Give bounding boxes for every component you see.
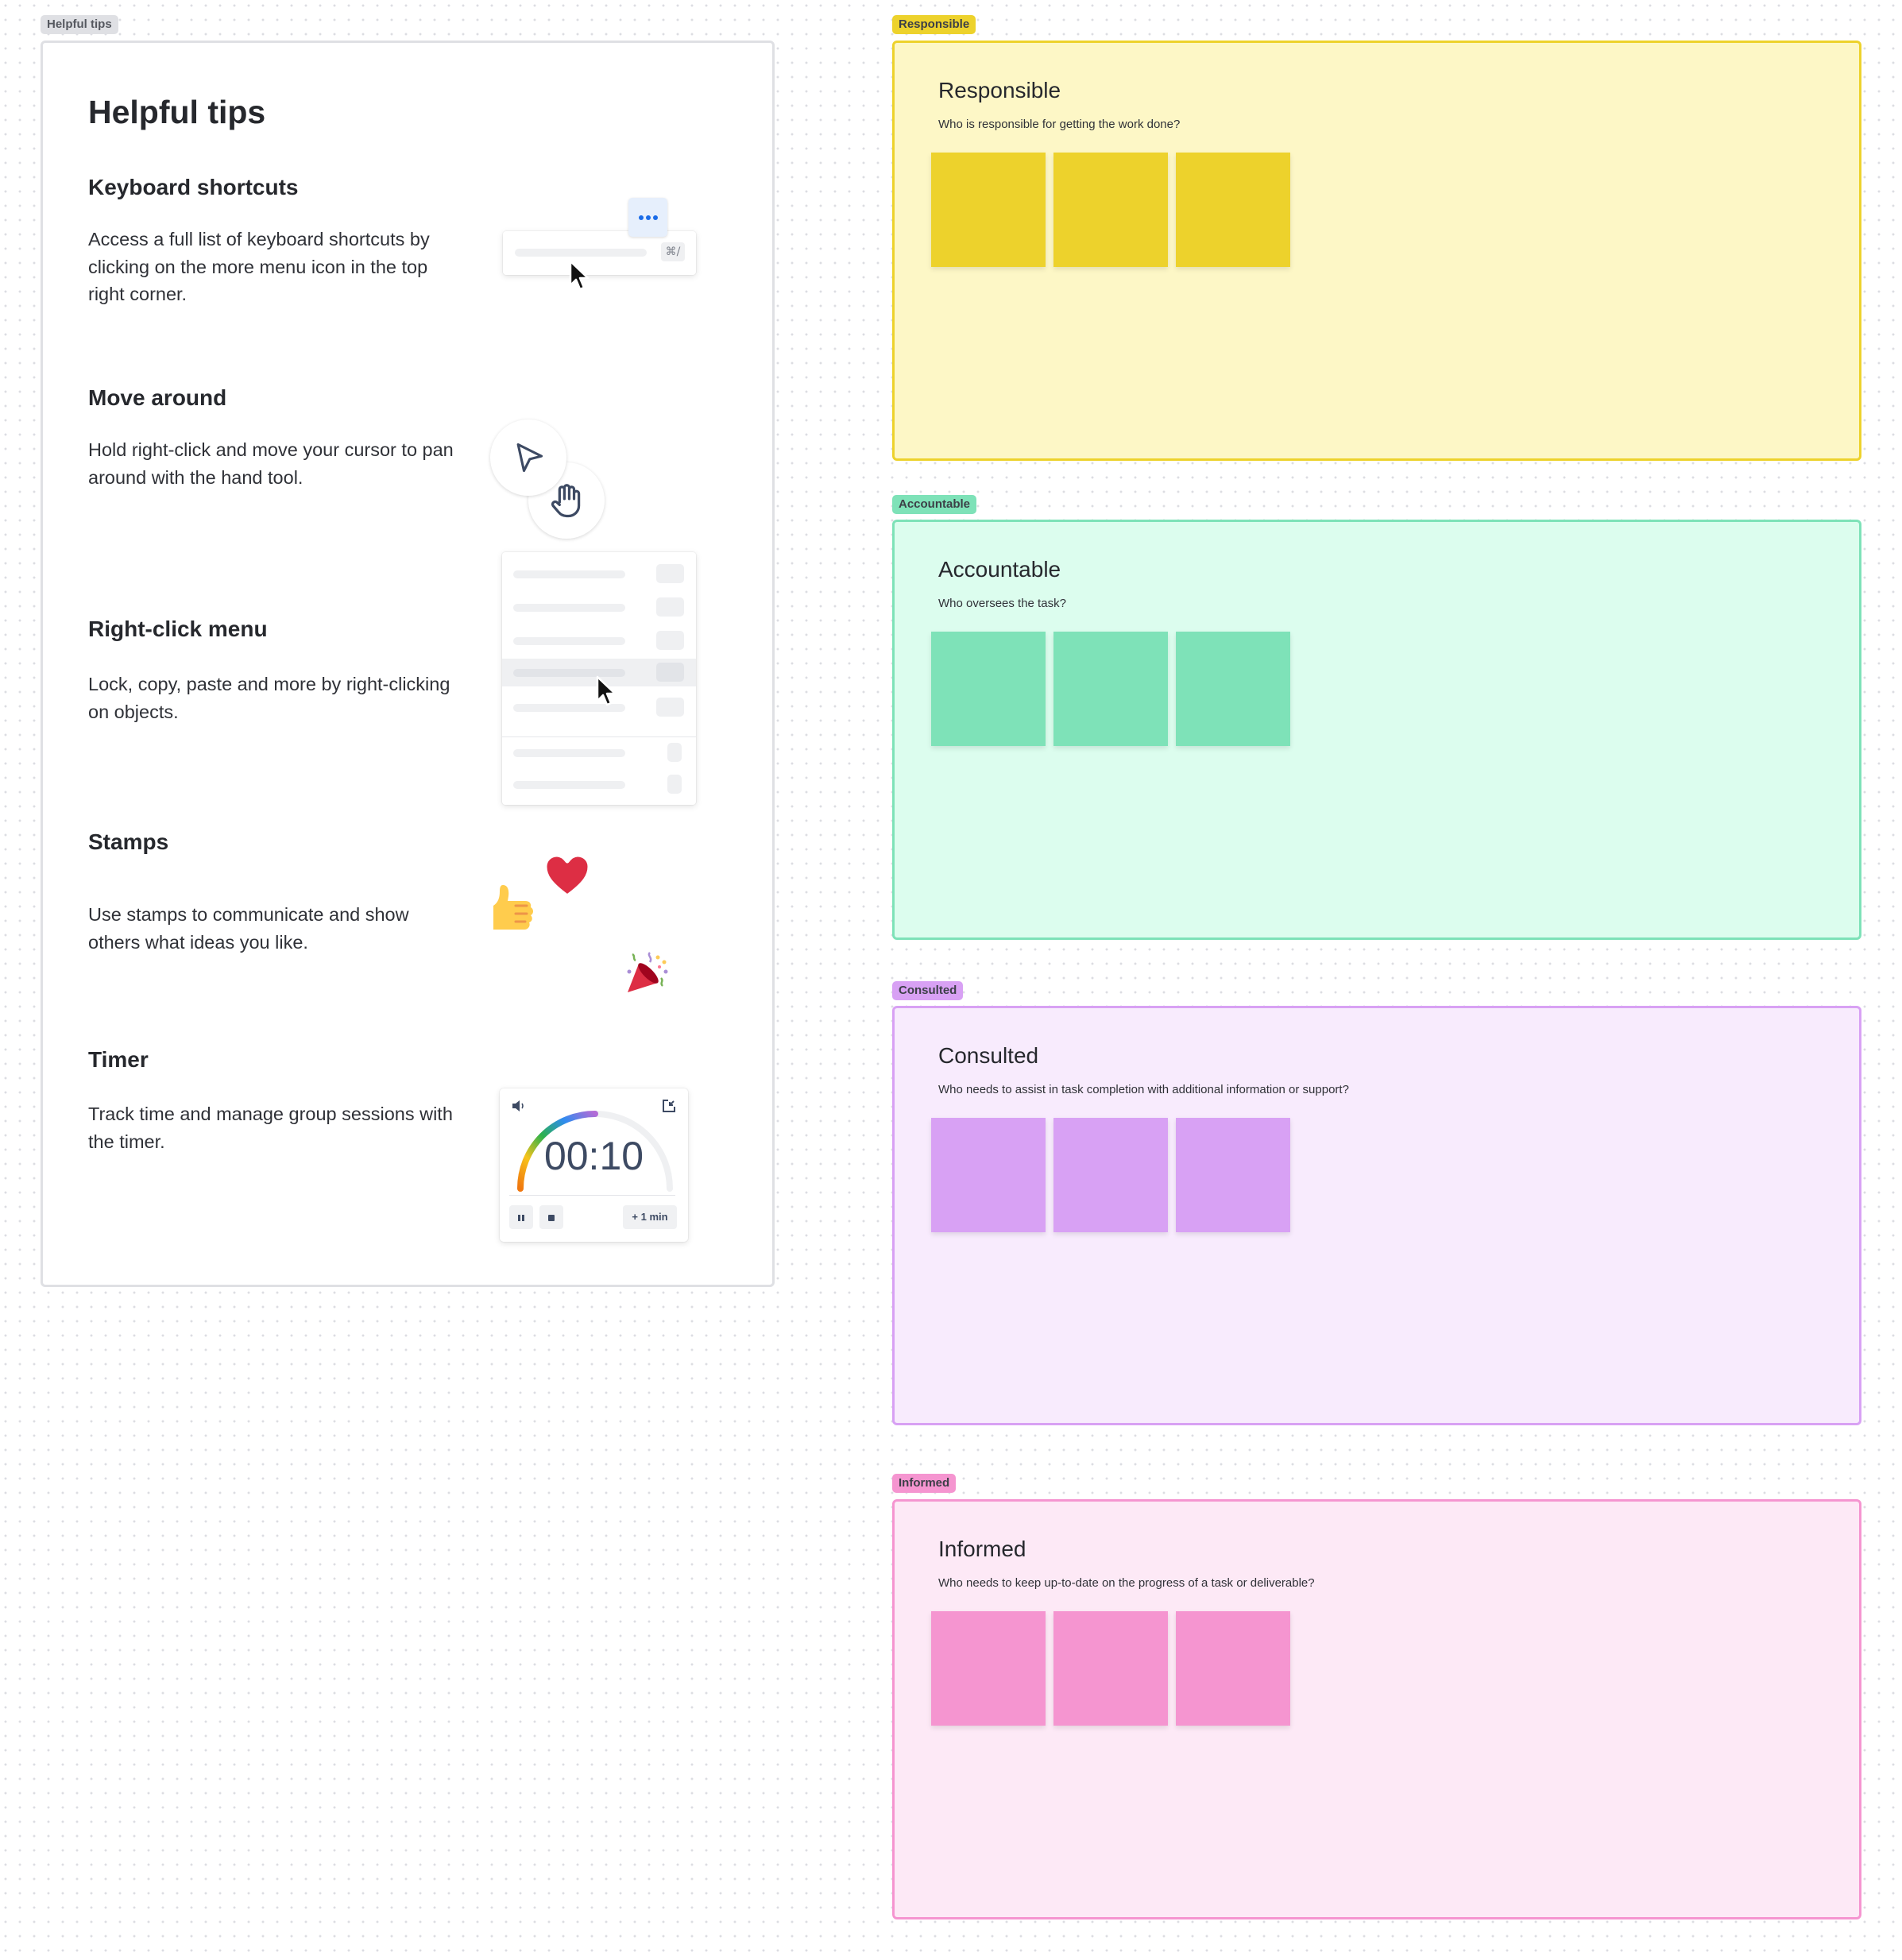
frame-label-responsible[interactable]: Responsible [892, 15, 976, 34]
party-popper-stamp-icon [623, 949, 672, 999]
frame-question: Who oversees the task? [938, 597, 1066, 610]
frame-label-accountable[interactable]: Accountable [892, 495, 977, 514]
mouse-pointer-icon [596, 675, 617, 706]
sticky-note[interactable] [1053, 1611, 1168, 1726]
sticky-note[interactable] [1053, 153, 1168, 267]
tip-heading-right-click-menu: Right-click menu [88, 617, 268, 641]
frame-question: Who needs to keep up-to-date on the prog… [938, 1576, 1315, 1590]
sticky-note[interactable] [1176, 632, 1290, 746]
tip-heading-keyboard-shortcuts: Keyboard shortcuts [88, 175, 299, 199]
frame-title: Consulted [938, 1043, 1039, 1068]
tip-heading-move-around: Move around [88, 385, 227, 410]
select-arrow-icon [516, 443, 543, 473]
more-horizontal-icon [628, 198, 667, 237]
volume-icon [512, 1100, 524, 1111]
tip-heading-timer: Timer [88, 1047, 149, 1072]
tip-body-timer: Track time and manage group sessions wit… [88, 1104, 453, 1152]
mouse-pointer-icon [569, 260, 590, 291]
frame-title: Responsible [938, 78, 1061, 102]
informed-frame[interactable]: Informed Who needs to keep up-to-date on… [892, 1499, 1861, 1919]
tip-body-keyboard-shortcuts: Access a full list of keyboard shortcuts… [88, 229, 430, 304]
hand-tool-icon [551, 484, 581, 518]
stop-icon [539, 1205, 563, 1229]
sticky-note[interactable] [1176, 153, 1290, 267]
tips-title: Helpful tips [88, 94, 266, 130]
consulted-frame[interactable]: Consulted Who needs to assist in task co… [892, 1006, 1861, 1425]
sticky-note[interactable] [1053, 1118, 1168, 1232]
add-minute-button: + 1 min [623, 1205, 677, 1229]
shortcut-key-badge: ⌘/ [661, 242, 685, 261]
tip-body-stamps: Use stamps to communicate and show other… [88, 904, 409, 953]
sticky-note[interactable] [1176, 1118, 1290, 1232]
tip-heading-stamps: Stamps [88, 829, 169, 854]
pause-icon [509, 1205, 533, 1229]
timer-progress-arc [517, 1111, 673, 1192]
frame-title: Accountable [938, 557, 1061, 582]
frame-label-helpful-tips[interactable]: Helpful tips [41, 15, 118, 34]
helpful-tips-frame[interactable]: Helpful tips Keyboard shortcuts Access a… [41, 41, 775, 1287]
placeholder-line [515, 249, 647, 257]
sticky-note[interactable] [931, 1118, 1046, 1232]
frame-question: Who needs to assist in task completion w… [938, 1083, 1349, 1096]
timer-widget-mock: 00:10 + 1 min [500, 1088, 688, 1242]
sticky-note[interactable] [931, 632, 1046, 746]
accountable-frame[interactable]: Accountable Who oversees the task? [892, 520, 1861, 940]
frame-label-informed[interactable]: Informed [892, 1474, 957, 1493]
sticky-note[interactable] [931, 1611, 1046, 1726]
select-tool-circle [490, 419, 566, 496]
sticky-note[interactable] [1053, 632, 1168, 746]
responsible-frame[interactable]: Responsible Who is responsible for getti… [892, 41, 1861, 461]
shortcut-menu-item: ⌘/ [503, 231, 696, 275]
heart-stamp-icon [543, 852, 592, 899]
tip-body-move-around: Hold right-click and move your cursor to… [88, 439, 454, 488]
frame-title: Informed [938, 1537, 1026, 1561]
tip-body-right-click-menu: Lock, copy, paste and more by right-clic… [88, 674, 450, 722]
frame-question: Who is responsible for getting the work … [938, 118, 1181, 131]
minimize-icon [663, 1100, 675, 1112]
sticky-note[interactable] [1176, 1611, 1290, 1726]
thumbs-up-stamp-icon [491, 883, 535, 932]
frame-label-consulted[interactable]: Consulted [892, 981, 964, 1000]
timer-time: 00:10 [543, 1134, 644, 1178]
sticky-note[interactable] [931, 153, 1046, 267]
